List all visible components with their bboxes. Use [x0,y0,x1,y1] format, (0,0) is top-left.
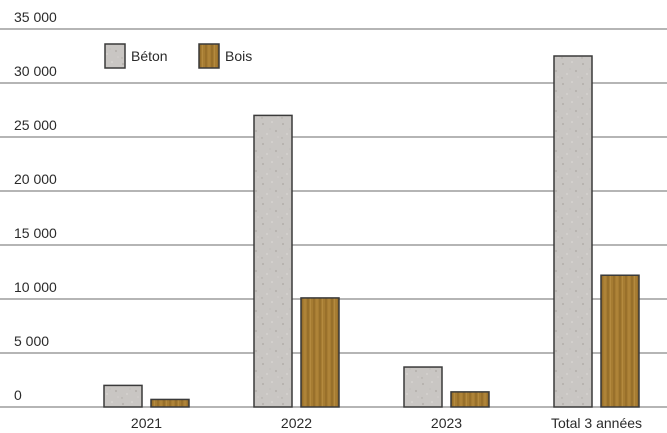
category-label: 2023 [431,415,462,431]
bar-bois-3 [600,274,640,408]
category-label: 2022 [281,415,312,431]
y-tick-label: 5 000 [14,333,49,349]
bars [103,55,640,408]
category-label: Total 3 années [551,415,642,431]
y-tick-label: 15 000 [14,225,57,241]
bar-béton-2 [403,366,443,408]
legend-swatch-bois [198,43,220,69]
legend-label: Bois [225,48,252,64]
bar-bois-1 [300,297,340,408]
bar-bois-2 [450,391,490,408]
y-tick-label: 35 000 [14,9,57,25]
category-labels: 2021 2022 2023 Total 3 années [131,415,642,431]
bar-béton-3 [553,55,593,408]
bar-bois-0 [150,398,190,408]
y-axis-tick-labels: 0 5 000 10 000 15 000 20 000 25 000 30 000 35 0… [14,9,57,403]
y-tick-label: 20 000 [14,171,57,187]
y-tick-label: 25 000 [14,117,57,133]
y-tick-label: 30 000 [14,63,57,79]
legend: Béton Bois [104,43,252,69]
y-tick-label: 10 000 [14,279,57,295]
legend-label: Béton [131,48,168,64]
y-tick-label: 0 [14,387,22,403]
bar-béton-1 [253,114,293,408]
bar-béton-0 [103,384,143,408]
legend-swatch-béton [104,43,126,69]
category-label: 2021 [131,415,162,431]
